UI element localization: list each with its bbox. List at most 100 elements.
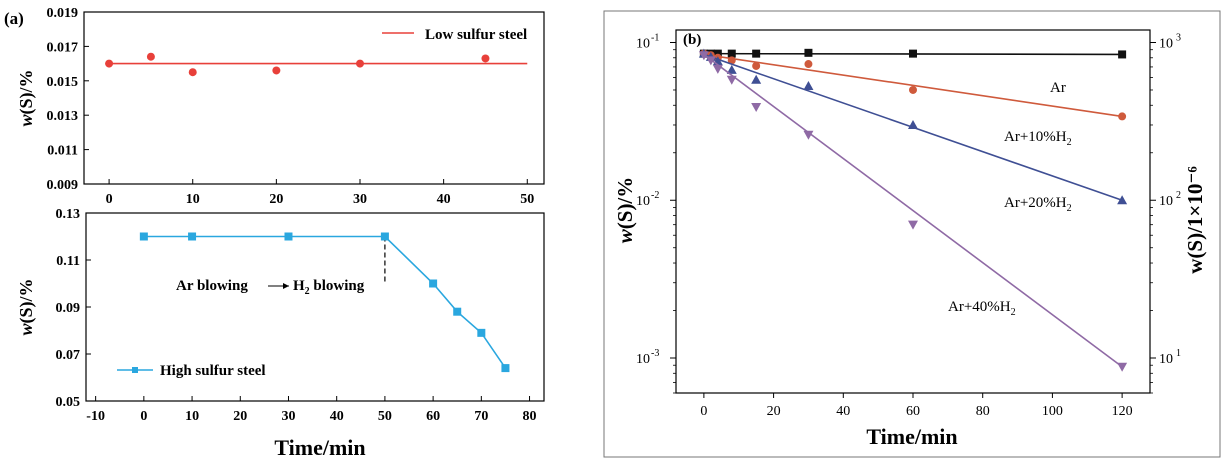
x-tick-label: 100 <box>1042 404 1063 419</box>
y-tick-label-right: 10 <box>1159 194 1173 209</box>
y-tick-label-right-exp: 1 <box>1176 348 1181 359</box>
y-tick-label: 10 <box>636 194 650 209</box>
y-tick-label-exp: -1 <box>651 32 659 43</box>
y-tick-label: 0.009 <box>47 178 79 193</box>
data-point-high-sulfur <box>139 232 148 241</box>
x-tick-label: 70 <box>474 409 488 424</box>
y-axis-label-a-bottom: w(S)/% <box>16 278 37 335</box>
x-tick-label: 0 <box>106 192 113 207</box>
panel-label-a: (a) <box>4 9 24 28</box>
x-tick-label: 0 <box>140 409 147 424</box>
y-tick-label: 0.05 <box>56 395 81 410</box>
data-point-ar <box>713 49 722 58</box>
x-tick-label: 40 <box>836 404 850 419</box>
y-axis-label-b-left: w(S)/% <box>613 177 637 244</box>
x-tick-label: 10 <box>186 192 200 207</box>
data-point-ar <box>752 49 761 58</box>
plot-frame-a-bottom <box>85 212 545 402</box>
data-point-high-sulfur <box>284 232 293 241</box>
data-point-ar-10-h2 <box>752 61 761 70</box>
x-axis-label-a: Time/min <box>274 435 365 460</box>
x-tick-label: 30 <box>281 409 295 424</box>
legend-a-top: Low sulfur steel <box>382 27 527 43</box>
y-tick-label-right: 10 <box>1159 36 1173 51</box>
legend-a-bottom: High sulfur steel <box>117 363 266 379</box>
blowing-annotation: Ar blowing H2 blowing <box>176 236 386 297</box>
series-label-ar: Ar <box>1050 80 1066 96</box>
data-point-ar <box>804 48 813 57</box>
data-point-ar <box>1118 50 1127 59</box>
data-point-ar-40-h2 <box>705 56 716 66</box>
y-tick-label-exp: -3 <box>651 348 659 359</box>
data-point-ar-20-h2 <box>803 80 814 90</box>
panel-a-top: (a) 0 10 20 30 40 50 0.009 0.011 0.013 0.015 0.017… <box>4 6 545 207</box>
axes-a-top: 0 10 20 30 40 50 0.009 0.011 0.013 0.015 0.017 0.01… <box>47 6 535 207</box>
y-tick-label-right: 10 <box>1159 352 1173 367</box>
y-tick-label: 0.017 <box>47 40 79 55</box>
x-tick-label: 50 <box>520 192 534 207</box>
y-axis-label-a-top: w(S)/% <box>16 69 37 126</box>
panel-label-b: (b) <box>683 32 701 48</box>
x-tick-label: 20 <box>269 192 283 207</box>
y-tick-label: 0.11 <box>56 254 80 269</box>
data-point-low-sulfur <box>481 54 490 63</box>
data-point-ar <box>909 49 917 58</box>
x-tick-label: 20 <box>233 409 247 424</box>
x-tick-label: 60 <box>426 409 440 424</box>
data-point-low-sulfur <box>146 52 155 61</box>
x-tick-label: 20 <box>767 404 781 419</box>
series-label-ar-10-h2: Ar+10%H2 <box>1004 129 1072 148</box>
data-point-high-sulfur <box>429 279 438 288</box>
y-tick-label-right-exp: 2 <box>1176 190 1181 201</box>
series-group-b <box>698 48 1128 372</box>
data-point-ar-40-h2 <box>726 75 737 85</box>
x-tick-label: 40 <box>330 409 344 424</box>
y-tick-label: 0.011 <box>47 144 78 159</box>
x-tick-label: 50 <box>378 409 392 424</box>
data-point-low-sulfur <box>188 68 197 77</box>
data-point-ar-40-h2 <box>803 130 814 140</box>
data-point-high-sulfur <box>453 307 462 316</box>
x-axis-label-b: Time/min <box>866 424 957 449</box>
y-axis-label-b-right: w(S)/1×10⁻⁶ <box>1183 166 1207 274</box>
y-tick-label-right-exp: 3 <box>1176 32 1181 43</box>
data-point-high-sulfur <box>501 364 510 373</box>
y-tick-label: 0.013 <box>47 109 79 124</box>
series-high-sulfur <box>139 232 510 373</box>
x-tick-label: 40 <box>437 192 451 207</box>
legend-label-low-sulfur: Low sulfur steel <box>425 27 527 43</box>
x-tick-label: 120 <box>1112 404 1133 419</box>
fit-line-ar-40-h2 <box>703 53 1123 368</box>
data-point-ar-10-h2 <box>909 85 917 94</box>
data-point-ar-40-h2 <box>908 220 918 230</box>
annotation-h2-blowing: H2 blowing <box>293 278 365 297</box>
y-tick-label: 0.13 <box>56 207 81 222</box>
x-tick-label: 80 <box>976 404 990 419</box>
y-tick-label: 10 <box>636 36 650 51</box>
y-tick-label: 0.09 <box>56 301 81 316</box>
data-point-high-sulfur <box>477 328 486 337</box>
data-point-high-sulfur <box>380 232 389 241</box>
panel-b-border <box>603 10 1221 458</box>
x-tick-label: 10 <box>185 409 199 424</box>
data-point-ar-40-h2 <box>1117 362 1128 372</box>
annotation-ar-blowing: Ar blowing <box>176 278 248 294</box>
data-point-ar-40-h2 <box>698 51 709 61</box>
series-label-ar-20-h2: Ar+20%H2 <box>1004 195 1072 214</box>
data-point-ar-40-h2 <box>751 103 762 113</box>
y-tick-label: 0.019 <box>47 6 79 21</box>
data-point-low-sulfur <box>272 66 281 75</box>
plot-frame-a-top <box>83 11 545 185</box>
fit-line-ar-10-h2 <box>703 53 1123 118</box>
data-point-high-sulfur <box>188 232 197 241</box>
data-point-ar-20-h2 <box>751 74 762 84</box>
y-tick-label-exp: -2 <box>651 190 659 201</box>
series-label-ar-40-h2: Ar+40%H2 <box>948 299 1016 318</box>
axes-a-bottom: -10 0 10 20 30 40 50 60 70 80 0.05 0.07 0.09 0.11 0.13 <box>56 207 537 424</box>
y-tick-label: 10 <box>636 352 650 367</box>
x-tick-label: 80 <box>523 409 537 424</box>
data-point-ar-20-h2 <box>1117 195 1128 205</box>
